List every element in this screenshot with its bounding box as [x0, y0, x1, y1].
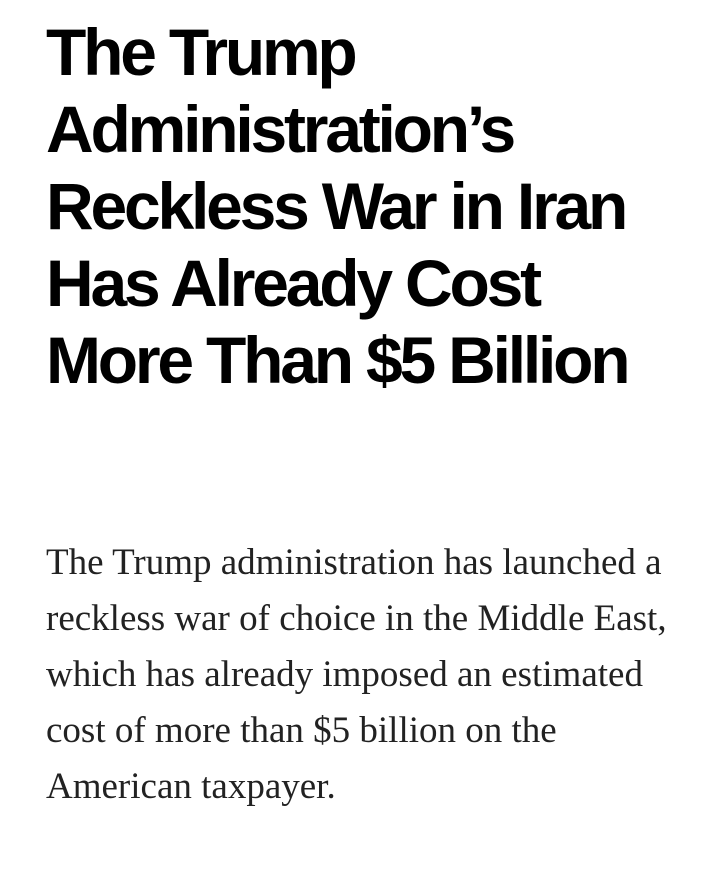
article-lede: The Trump administration has launched a … [46, 542, 667, 807]
article-headline: The Trump Administration’s Reckless War … [46, 15, 631, 397]
article: The Trump Administration’s Reckless War … [46, 14, 686, 807]
